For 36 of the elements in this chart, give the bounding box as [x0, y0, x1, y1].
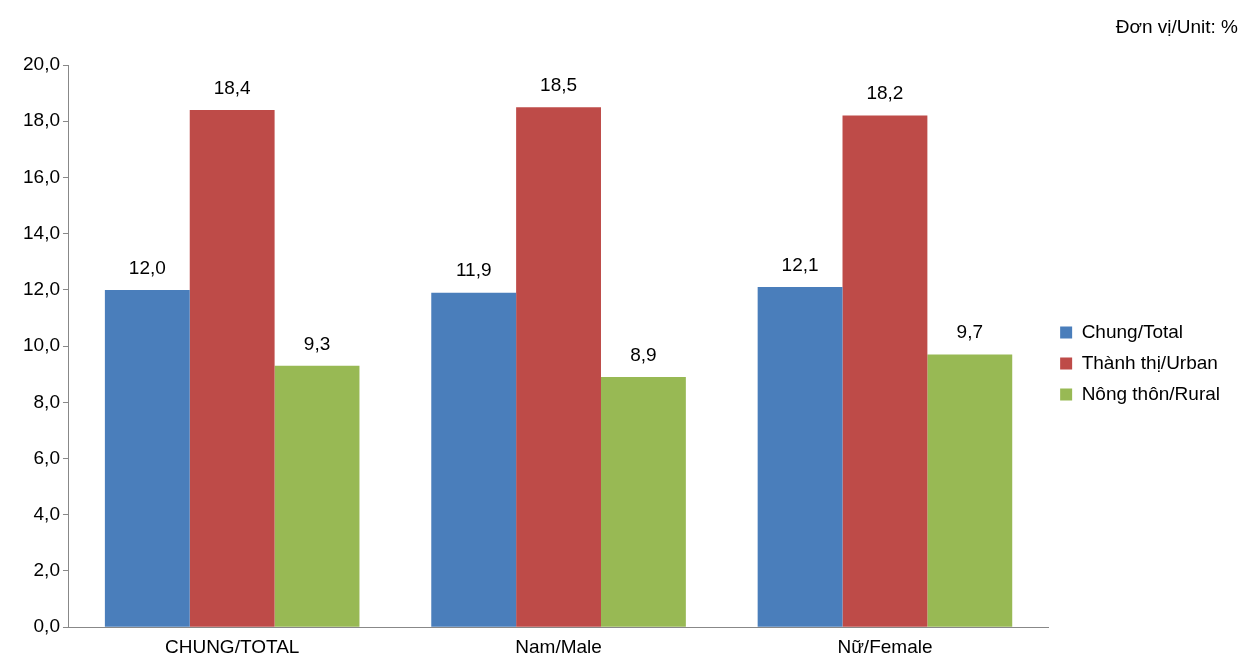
x-tick-label: Nữ/Female — [837, 635, 933, 657]
bar — [189, 109, 275, 627]
legend-label: Thành thị/Urban — [1081, 351, 1218, 373]
y-tick-label: 8,0 — [33, 390, 60, 412]
text: Đơn vị/Unit: % — [1115, 16, 1238, 38]
legend-label: Nông thôn/Rural — [1081, 382, 1221, 404]
data-label: 12,1 — [781, 253, 819, 275]
data-label: 18,5 — [540, 73, 578, 95]
data-label: 9,3 — [303, 332, 331, 354]
bar — [927, 354, 1013, 627]
legend-label: Chung/Total — [1081, 320, 1184, 342]
y-tick-label: 12,0 — [23, 278, 60, 300]
y-tick-label: 16,0 — [23, 165, 60, 187]
y-tick-label: 2,0 — [33, 559, 60, 581]
data-label: 11,9 — [455, 259, 492, 281]
data-label: 18,2 — [866, 82, 904, 104]
data-label: 9,7 — [956, 321, 984, 343]
bar — [757, 287, 843, 627]
y-tick-label: 0,0 — [33, 615, 60, 637]
y-tick-label: 10,0 — [23, 334, 60, 356]
bar — [516, 107, 601, 627]
data-label: 8,9 — [630, 343, 657, 365]
data-label: 12,0 — [128, 256, 166, 278]
y-tick-label: 14,0 — [23, 221, 60, 243]
bar — [842, 115, 928, 627]
bar — [431, 292, 517, 627]
x-tick-label: CHUNG/TOTAL — [164, 635, 300, 657]
data-label: 18,4 — [213, 76, 252, 98]
bar — [274, 365, 360, 627]
bar — [104, 289, 190, 627]
x-tick-label: Nam/Male — [515, 635, 602, 657]
y-tick-label: 6,0 — [33, 446, 60, 468]
y-tick-label: 20,0 — [23, 53, 60, 75]
y-tick-label: 4,0 — [33, 502, 60, 524]
bar — [600, 377, 686, 627]
y-tick-label: 18,0 — [23, 109, 60, 131]
